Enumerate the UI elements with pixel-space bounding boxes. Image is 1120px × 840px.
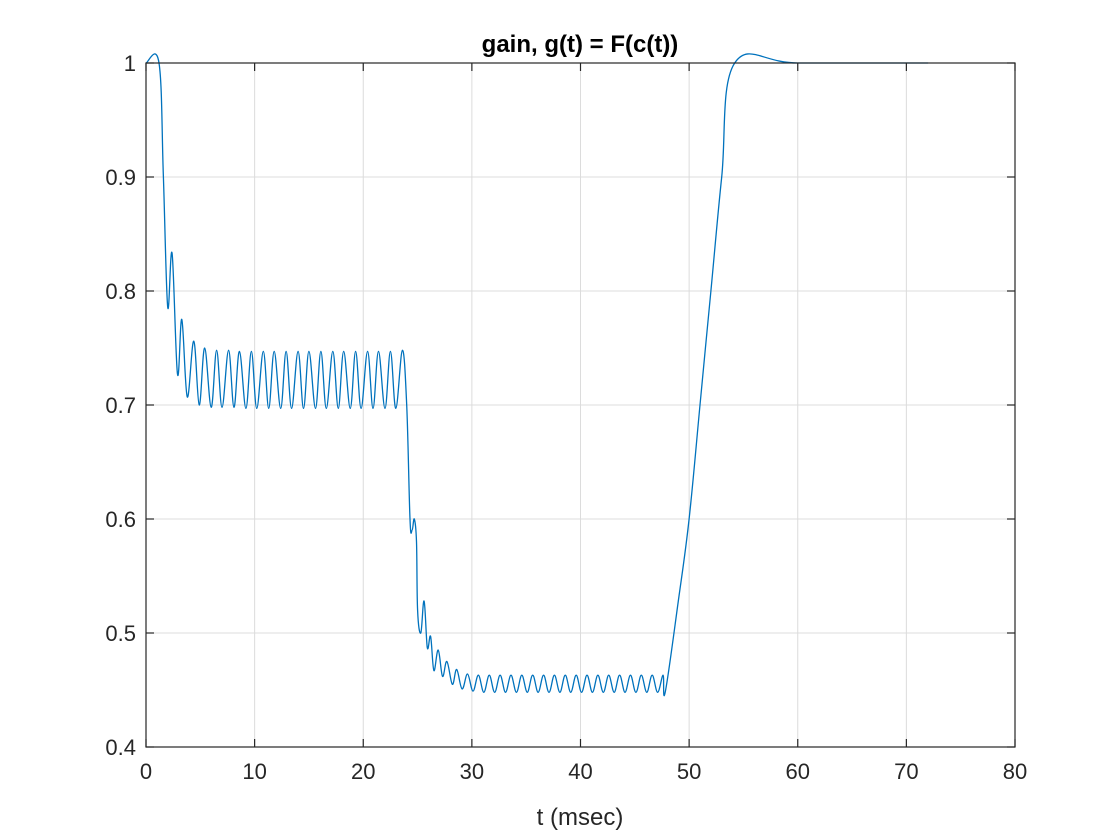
x-tick-label: 50 <box>677 759 701 784</box>
x-tick-label: 70 <box>894 759 918 784</box>
x-tick-label: 10 <box>242 759 266 784</box>
tick-marks <box>145 62 1016 748</box>
y-tick-labels: 0.4 0.5 0.6 0.7 0.8 0.9 1 <box>105 51 136 760</box>
y-tick-label: 0.8 <box>105 279 136 304</box>
x-tick-label: 80 <box>1003 759 1027 784</box>
y-tick-label: 0.5 <box>105 621 136 646</box>
y-tick-label: 0.4 <box>105 735 136 760</box>
x-tick-label: 0 <box>140 759 152 784</box>
x-tick-label: 60 <box>786 759 810 784</box>
series-layer <box>145 53 929 697</box>
grid-lines <box>146 63 1015 747</box>
x-tick-labels: 0 10 20 30 40 50 60 70 80 <box>140 759 1027 784</box>
x-tick-label: 40 <box>568 759 592 784</box>
y-tick-label: 0.9 <box>105 165 136 190</box>
x-tick-label: 30 <box>460 759 484 784</box>
x-axis-label: t (msec) <box>537 804 624 831</box>
y-tick-label: 0.6 <box>105 507 136 532</box>
chart-title: gain, g(t) = F(c(t)) <box>482 31 679 58</box>
x-tick-label: 20 <box>351 759 375 784</box>
y-tick-label: 1 <box>124 51 136 76</box>
y-tick-label: 0.7 <box>105 393 136 418</box>
gain-series-line <box>145 53 929 697</box>
